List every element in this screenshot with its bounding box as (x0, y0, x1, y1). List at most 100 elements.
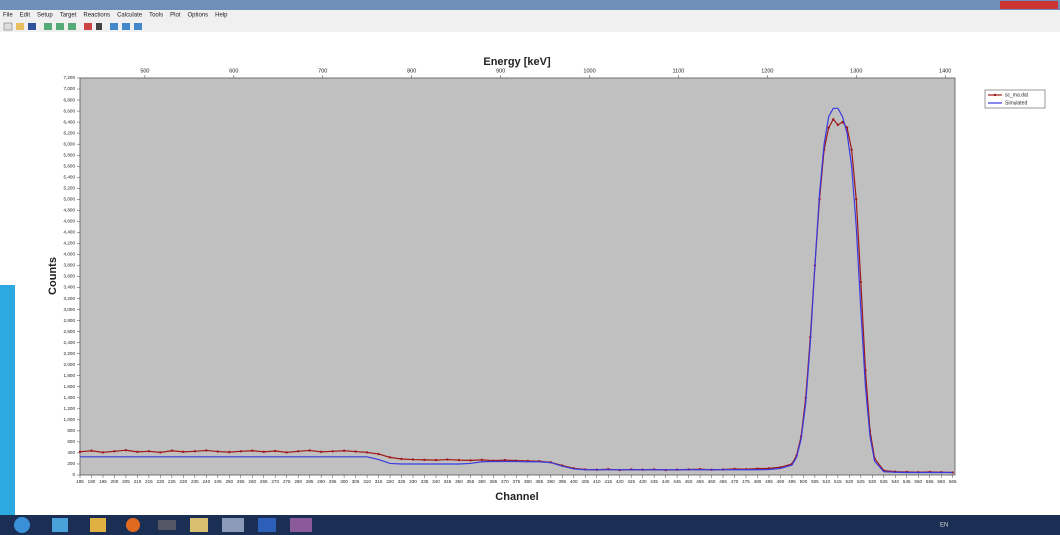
x-tick-label: 360 (478, 479, 486, 484)
x-tick-label: 475 (742, 479, 750, 484)
window-buttons[interactable] (1000, 1, 1058, 9)
x-tick-label: 280 (294, 479, 302, 484)
tool-icon[interactable] (110, 23, 118, 30)
start-button[interactable] (14, 517, 30, 533)
y-tick-label: 2,400 (64, 340, 76, 345)
x-tick-label: 540 (891, 479, 899, 484)
x-tick-label: 365 (490, 479, 498, 484)
toolbar (3, 22, 142, 31)
menu-item[interactable]: Help (215, 13, 228, 19)
x-tick-label: 390 (547, 479, 555, 484)
y-tick-label: 5,200 (64, 185, 76, 190)
data-point (262, 450, 265, 454)
x-tick-label: 190 (88, 479, 96, 484)
x2-tick-label: 900 (496, 68, 505, 74)
x-tick-label: 340 (432, 479, 440, 484)
tool-icon[interactable] (16, 23, 24, 30)
x-tick-label: 310 (363, 479, 371, 484)
x2-tick-label: 600 (229, 68, 238, 74)
x-tick-label: 435 (650, 479, 658, 484)
x-tick-label: 220 (157, 479, 165, 484)
data-point (503, 458, 507, 462)
taskbar-icon[interactable] (258, 518, 276, 532)
menu-item[interactable]: Tools (149, 13, 163, 19)
y-tick-label: 7,000 (64, 86, 76, 91)
data-point (434, 458, 438, 462)
data-point (400, 457, 403, 461)
tool-icon[interactable] (44, 23, 52, 30)
y-tick-label: 5,400 (64, 174, 76, 179)
data-point (90, 449, 93, 452)
menu-item[interactable]: Reactions (83, 13, 110, 19)
data-point (124, 448, 128, 452)
x-tick-label: 565 (949, 479, 957, 484)
taskbar-icon[interactable] (190, 518, 208, 532)
data-point (239, 450, 242, 453)
x-tick-label: 555 (926, 479, 934, 484)
tool-icon[interactable] (96, 23, 102, 30)
taskbar-icon[interactable] (90, 518, 106, 532)
x-tick-label: 205 (122, 479, 130, 484)
data-point (354, 450, 357, 453)
tool-icon[interactable] (122, 23, 130, 30)
data-point (850, 148, 853, 151)
menu-item[interactable]: Plot (170, 13, 181, 19)
x-tick-label: 290 (317, 479, 325, 484)
data-point (216, 450, 219, 453)
y-tick-label: 4,200 (64, 241, 76, 246)
x-tick-label: 350 (455, 479, 463, 484)
menu-item[interactable]: Options (187, 13, 208, 19)
data-point (205, 449, 208, 452)
x-tick-label: 405 (581, 479, 589, 484)
x-tick-label: 545 (903, 479, 911, 484)
taskbar-icon[interactable] (52, 518, 68, 532)
taskbar-icon[interactable] (158, 520, 176, 530)
tool-icon[interactable] (28, 23, 36, 30)
x2-tick-label: 1400 (939, 68, 951, 74)
x-tick-label: 450 (685, 479, 693, 484)
data-point (285, 451, 288, 454)
tool-icon[interactable] (84, 23, 92, 30)
tool-icon[interactable] (68, 23, 76, 30)
data-point (113, 450, 116, 453)
x2-tick-label: 500 (140, 68, 149, 74)
menu-item[interactable]: Edit (20, 13, 31, 19)
taskbar-icon[interactable] (126, 518, 140, 532)
x-tick-label: 305 (352, 479, 360, 484)
x-tick-label: 245 (214, 479, 222, 484)
x-tick-label: 235 (191, 479, 199, 484)
data-point (827, 126, 830, 129)
y-tick-label: 1,000 (64, 417, 76, 422)
y-tick-label: 5,800 (64, 152, 76, 157)
x-tick-label: 465 (719, 479, 727, 484)
y-tick-label: 1,600 (64, 384, 76, 389)
x-tick-label: 335 (421, 479, 429, 484)
y-tick-label: 800 (67, 428, 75, 433)
data-point (170, 449, 174, 452)
x-tick-label: 255 (237, 479, 245, 484)
x2-tick-label: 1000 (583, 68, 595, 74)
menu-item[interactable]: Target (60, 13, 77, 19)
x-tick-label: 295 (329, 479, 337, 484)
y-tick-label: 1,800 (64, 373, 76, 378)
data-point (377, 452, 380, 456)
taskbar-icon[interactable] (222, 518, 244, 532)
menu-item[interactable]: Setup (37, 13, 53, 19)
taskbar-icon[interactable] (290, 518, 312, 532)
y-axis-title: Counts (47, 257, 59, 295)
menu-item[interactable]: Calculate (117, 13, 143, 19)
language-indicator[interactable]: EN (940, 523, 948, 529)
x-tick-label: 515 (834, 479, 842, 484)
title-bar (0, 0, 1060, 10)
y-tick-label: 1,200 (64, 406, 76, 411)
tool-icon[interactable] (56, 23, 64, 30)
x-tick-label: 495 (788, 479, 796, 484)
tool-icon[interactable] (3, 22, 13, 31)
data-point (193, 450, 197, 453)
tool-icon[interactable] (134, 23, 142, 30)
energy-axis-title: Energy [keV] (483, 56, 551, 68)
x-tick-label: 210 (134, 479, 142, 484)
data-point (469, 459, 472, 462)
menu-item[interactable]: File (3, 13, 13, 19)
